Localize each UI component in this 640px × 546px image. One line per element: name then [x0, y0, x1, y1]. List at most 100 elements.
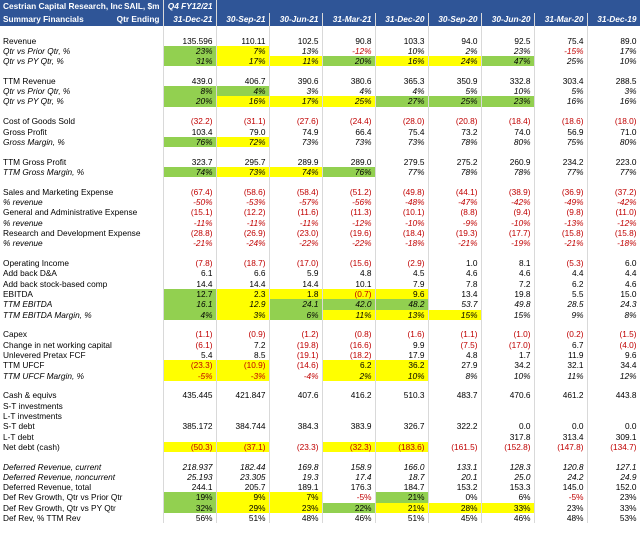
value-cell: 25.0 — [481, 471, 535, 483]
value-cell: (183.6) — [375, 441, 429, 453]
value-cell: -10% — [375, 217, 429, 228]
row-label: % revenue — [0, 238, 164, 249]
value-cell: 75% — [534, 136, 588, 148]
value-cell: 0.0 — [534, 421, 588, 432]
row-label: Revenue — [0, 35, 164, 46]
value-cell: 32% — [163, 502, 217, 514]
value-cell: 33% — [481, 502, 535, 514]
spacer-cell — [375, 452, 429, 462]
spacer-cell — [269, 177, 323, 187]
value-cell: 5% — [534, 86, 588, 97]
spacer-cell — [587, 106, 640, 117]
value-cell: 483.7 — [428, 390, 482, 401]
value-cell: (19.1) — [269, 349, 323, 361]
value-cell: (12.2) — [216, 207, 270, 218]
value-cell: (31.1) — [216, 116, 270, 127]
value-cell — [322, 400, 376, 411]
value-cell: -21% — [428, 238, 482, 249]
value-cell: 27.9 — [428, 360, 482, 371]
value-cell: 23% — [163, 45, 217, 57]
value-cell: 66.4 — [322, 126, 376, 137]
value-cell: 421.847 — [216, 390, 270, 401]
value-cell: 74.0 — [481, 126, 535, 137]
value-cell: 17.9 — [375, 349, 429, 361]
value-cell: 56.9 — [534, 126, 588, 137]
value-cell: 0% — [428, 492, 482, 503]
value-cell: 24.2 — [534, 471, 588, 483]
value-cell: 153.2 — [428, 482, 482, 493]
spacer-cell — [481, 147, 535, 157]
value-cell: -56% — [322, 197, 376, 208]
value-cell: 77% — [375, 166, 429, 178]
value-cell: 9% — [534, 309, 588, 320]
data-row: Deferred Revenue, current 218.937 182.44 16… — [0, 461, 640, 472]
value-cell: 289.0 — [322, 156, 376, 167]
spacer-cell — [163, 380, 217, 391]
value-cell: 53.7 — [428, 299, 482, 310]
value-cell: 2% — [428, 45, 482, 57]
spacer-cell — [534, 66, 588, 76]
value-cell — [163, 431, 217, 442]
value-cell: 10% — [375, 370, 429, 381]
value-cell — [216, 410, 270, 422]
value-cell: 470.6 — [481, 390, 535, 401]
value-cell: 78% — [481, 166, 535, 178]
spacer-cell — [428, 452, 482, 462]
table-body: Cestrian Capital Research, Inc SAIL, $m Q… — [0, 0, 640, 524]
spacer-cell — [0, 248, 164, 259]
value-cell: 384.3 — [269, 421, 323, 432]
spacer-cell — [163, 26, 217, 36]
value-cell: 79.0 — [216, 126, 270, 137]
value-cell: 53% — [587, 513, 640, 524]
spacer-row — [0, 106, 640, 117]
header-row: Cestrian Capital Research, Inc SAIL, $m Q… — [0, 0, 640, 13]
value-cell: (7.5) — [428, 339, 482, 350]
value-cell: 406.7 — [216, 75, 270, 87]
value-cell: 94.0 — [428, 35, 482, 46]
data-row: Qtr vs PY Qtr, % 31% 17% 11% 20% 16% 24% 47% 25%… — [0, 56, 640, 67]
row-label: Cash & equivs — [0, 390, 164, 401]
value-cell: (0.7) — [322, 288, 376, 300]
value-cell: (15.8) — [534, 227, 588, 239]
value-cell: 158.9 — [322, 461, 376, 472]
spacer-cell — [216, 147, 270, 157]
value-cell: (19.6) — [322, 227, 376, 239]
value-cell: 46% — [481, 513, 535, 524]
value-cell: 189.1 — [269, 482, 323, 493]
ticker: SAIL, $m — [123, 1, 160, 11]
value-cell: 51% — [216, 513, 270, 524]
value-cell: 23% — [481, 96, 535, 107]
value-cell: (1.0) — [481, 329, 535, 340]
spacer-cell — [269, 380, 323, 391]
row-label: S-T investments — [0, 400, 164, 411]
value-cell: 365.3 — [375, 75, 429, 87]
value-cell: (1.1) — [163, 329, 217, 340]
spacer-cell — [0, 106, 164, 117]
row-label: Deferred Revenue, noncurrent — [0, 471, 164, 483]
value-cell: (17.0) — [269, 258, 323, 269]
value-cell: (19.8) — [269, 339, 323, 350]
value-cell: 6.1 — [163, 268, 217, 279]
spacer-cell — [428, 380, 482, 391]
value-cell: 295.7 — [216, 156, 270, 167]
spacer-cell — [534, 177, 588, 187]
value-cell: -22% — [322, 238, 376, 249]
data-row: Cost of Goods Sold (32.2) (31.1) (27.6) (24.… — [0, 116, 640, 127]
value-cell: (32.2) — [163, 116, 217, 127]
spacer-cell — [375, 26, 429, 36]
value-cell: 11% — [534, 370, 588, 381]
value-cell: 16% — [534, 96, 588, 107]
spacer-cell — [534, 452, 588, 462]
data-row: S-T investments — [0, 400, 640, 411]
value-cell — [375, 400, 429, 411]
row-label: Deferred Revenue, total — [0, 482, 164, 493]
value-cell: 4.5 — [375, 268, 429, 279]
value-cell — [534, 400, 588, 411]
data-row: % revenue -50% -53% -57% -56% -48% -47% -42% -49… — [0, 197, 640, 208]
value-cell: 7.2 — [481, 278, 535, 289]
row-label: Deferred Revenue, current — [0, 461, 164, 472]
spacer-cell — [0, 380, 164, 391]
spacer-cell — [322, 66, 376, 76]
spacer-cell — [587, 319, 640, 330]
row-label: L-T investments — [0, 410, 164, 422]
